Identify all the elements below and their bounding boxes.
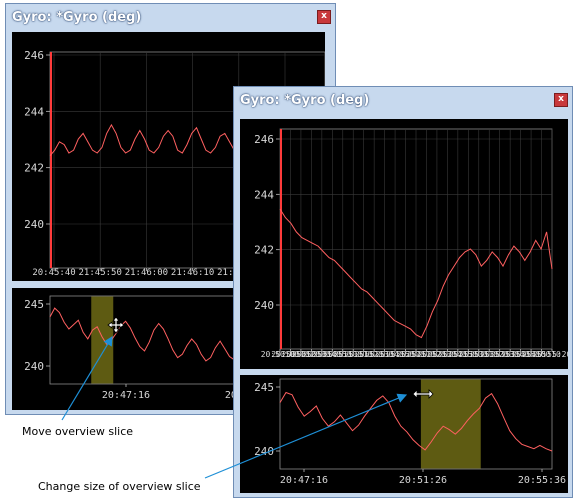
y-tick-label: 240 — [254, 445, 274, 458]
x-tick-label: 20:47:16 — [102, 390, 150, 401]
window-title: Gyro: *Gyro (deg) — [240, 93, 370, 108]
x-tick-label: 20:51:10 — [334, 350, 373, 359]
x-tick-label: 20:45:40 — [32, 268, 75, 278]
x-tick-label: 20:50:00 — [261, 350, 300, 359]
x-tick-label: 20:52:50 — [439, 350, 478, 359]
y-tick-label: 240 — [24, 218, 44, 231]
x-tick-label: 20:53:30 — [480, 350, 519, 359]
x-tick-label: 20:55:10 — [522, 350, 561, 359]
plot-frame — [279, 378, 553, 470]
move-arrow — [61, 335, 113, 421]
x-tick-label: 20:52:30 — [418, 350, 457, 359]
close-button[interactable]: x — [554, 93, 568, 107]
x-tick-label: 20:51:30 — [355, 350, 394, 359]
data-trace — [279, 208, 553, 339]
x-tick-label: 20:50:40 — [303, 350, 342, 359]
y-tick-label: 242 — [254, 244, 274, 257]
x-tick-label: 20:52:00 — [386, 350, 425, 359]
x-tick-label: 21:46:10 — [171, 268, 214, 278]
x-tick-label: 20:54:00 — [512, 350, 551, 359]
x-tick-label: 20:52:40 — [428, 350, 467, 359]
x-tick-label: 20:52:20 — [407, 350, 446, 359]
x-tick-label: 20:50:50 — [313, 350, 352, 359]
move-slice-caption: Move overview slice — [22, 425, 134, 438]
x-tick-label: 21:45:50 — [79, 268, 122, 278]
x-tick-label: 20:51:20 — [344, 350, 383, 359]
x-tick-label: 20:53:50 — [501, 350, 540, 359]
x-tick-label: 20:51:40 — [365, 350, 404, 359]
y-tick-label: 246 — [254, 133, 274, 146]
x-tick-label: 20:47:16 — [280, 475, 328, 486]
close-button[interactable]: x — [317, 10, 331, 24]
x-tick-label: 20:55:20 — [533, 350, 568, 359]
gyro-window-front: Gyro: *Gyro (deg) x 246 244 242 240 20:50:00… — [233, 86, 573, 498]
x-tick-label: 21:46:00 — [125, 268, 168, 278]
main-plot[interactable]: 246 244 242 240 20:50:00 20:50:10 20:50:20 20:5… — [240, 119, 568, 369]
y-tick-label: 244 — [24, 105, 44, 118]
x-tick-label: 20:53:10 — [460, 350, 499, 359]
y-tick-label: 245 — [24, 298, 44, 311]
plot-frame — [49, 295, 325, 385]
resize-slice-caption: Change size of overview slice — [38, 480, 201, 493]
x-tick-label: 20:50:10 — [271, 350, 310, 359]
resize-cursor-icon — [412, 389, 434, 399]
window-titlebar[interactable]: Gyro: *Gyro (deg) x — [234, 87, 572, 115]
data-trace — [279, 391, 553, 452]
data-trace — [49, 307, 235, 362]
x-tick-label: 20:50:30 — [292, 350, 331, 359]
y-tick-label: 244 — [254, 188, 274, 201]
y-tick-label: 246 — [24, 49, 44, 62]
x-tick-label: 20:50:20 — [282, 350, 321, 359]
x-tick-label: 20:53:00 — [449, 350, 488, 359]
x-tick-label: 20:52:10 — [397, 350, 436, 359]
move-cursor-icon — [107, 316, 125, 334]
x-tick-label: 20:55:36 — [518, 475, 566, 486]
x-tick-label: 20:51:00 — [324, 350, 363, 359]
x-tick-label: 20:51:50 — [376, 350, 415, 359]
y-tick-label: 240 — [24, 360, 44, 373]
x-tick-label: 20:53:20 — [470, 350, 509, 359]
y-tick-label: 245 — [254, 381, 274, 394]
x-tick-label: 20:53:40 — [491, 350, 530, 359]
data-trace — [49, 123, 235, 157]
resize-arrow — [204, 393, 408, 479]
x-tick-label: 20:51:26 — [399, 475, 447, 486]
window-titlebar[interactable]: Gyro: *Gyro (deg) x — [6, 4, 335, 32]
y-tick-label: 240 — [254, 299, 274, 312]
window-title: Gyro: *Gyro (deg) — [12, 10, 142, 25]
y-tick-label: 242 — [24, 162, 44, 175]
